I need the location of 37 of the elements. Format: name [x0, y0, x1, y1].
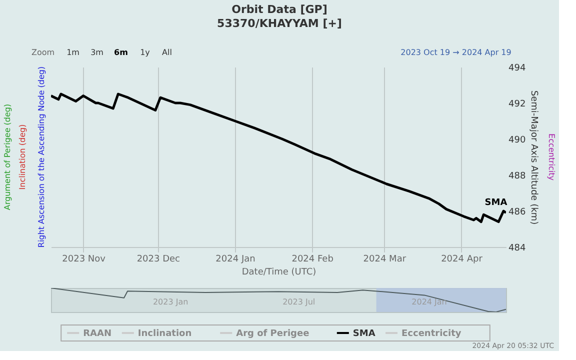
text: Zoom — [31, 48, 55, 57]
text: 1y — [140, 48, 150, 57]
x-tick-label: 2024 Feb — [292, 254, 334, 264]
y-tick-label: 492 — [508, 100, 526, 110]
chart-subtitle: 53370/KHAYYAM [+] — [217, 17, 342, 30]
x-axis-title: Date/Time (UTC) — [242, 268, 316, 278]
x-tick-label: 2024 Mar — [363, 254, 406, 264]
y-axis-title: Semi-Major Axis Altitude (km) — [528, 90, 539, 225]
x-tick-label: 2023 Nov — [62, 254, 106, 264]
x-tick-label: 2024 Apr — [441, 254, 483, 264]
text: Argument of Perigee (deg) — [3, 104, 12, 210]
x-tick-label: 2024 Jan — [216, 254, 256, 264]
x-tick-label: 2024 Jan — [412, 298, 447, 306]
y-tick-label: 494 — [508, 64, 526, 74]
text: All — [162, 48, 172, 57]
text: SMA — [484, 198, 508, 208]
x-tick-label: 2023 Dec — [136, 254, 180, 264]
text: 6m — [114, 48, 128, 57]
x-tick-label: 2023 Jan — [152, 298, 188, 306]
legend-label: Arg of Perigee — [236, 329, 310, 339]
text: 1m — [66, 48, 80, 57]
text: 3m — [90, 48, 104, 57]
y-tick-label: 486 — [508, 208, 526, 218]
y-tick-label: 488 — [508, 172, 526, 182]
text: Eccentricity — [547, 134, 556, 181]
text: Right Ascension of the Ascending Node (deg) — [37, 66, 46, 248]
text: Inclination (deg) — [18, 124, 27, 190]
y-tick-label: 490 — [508, 136, 526, 146]
legend-label: Eccentricity — [402, 329, 462, 339]
legend-label: RAAN — [83, 329, 112, 339]
x-tick-label: 2023 Jul — [282, 298, 316, 306]
legend-label: SMA — [352, 329, 376, 339]
chart-title: Orbit Data [GP] — [232, 3, 328, 16]
y-tick-label: 484 — [508, 244, 526, 254]
text: 2023 Oct 19 → 2024 Apr 19 — [400, 48, 512, 57]
legend-label: Inclination — [138, 329, 192, 339]
line-series — [51, 92, 506, 224]
